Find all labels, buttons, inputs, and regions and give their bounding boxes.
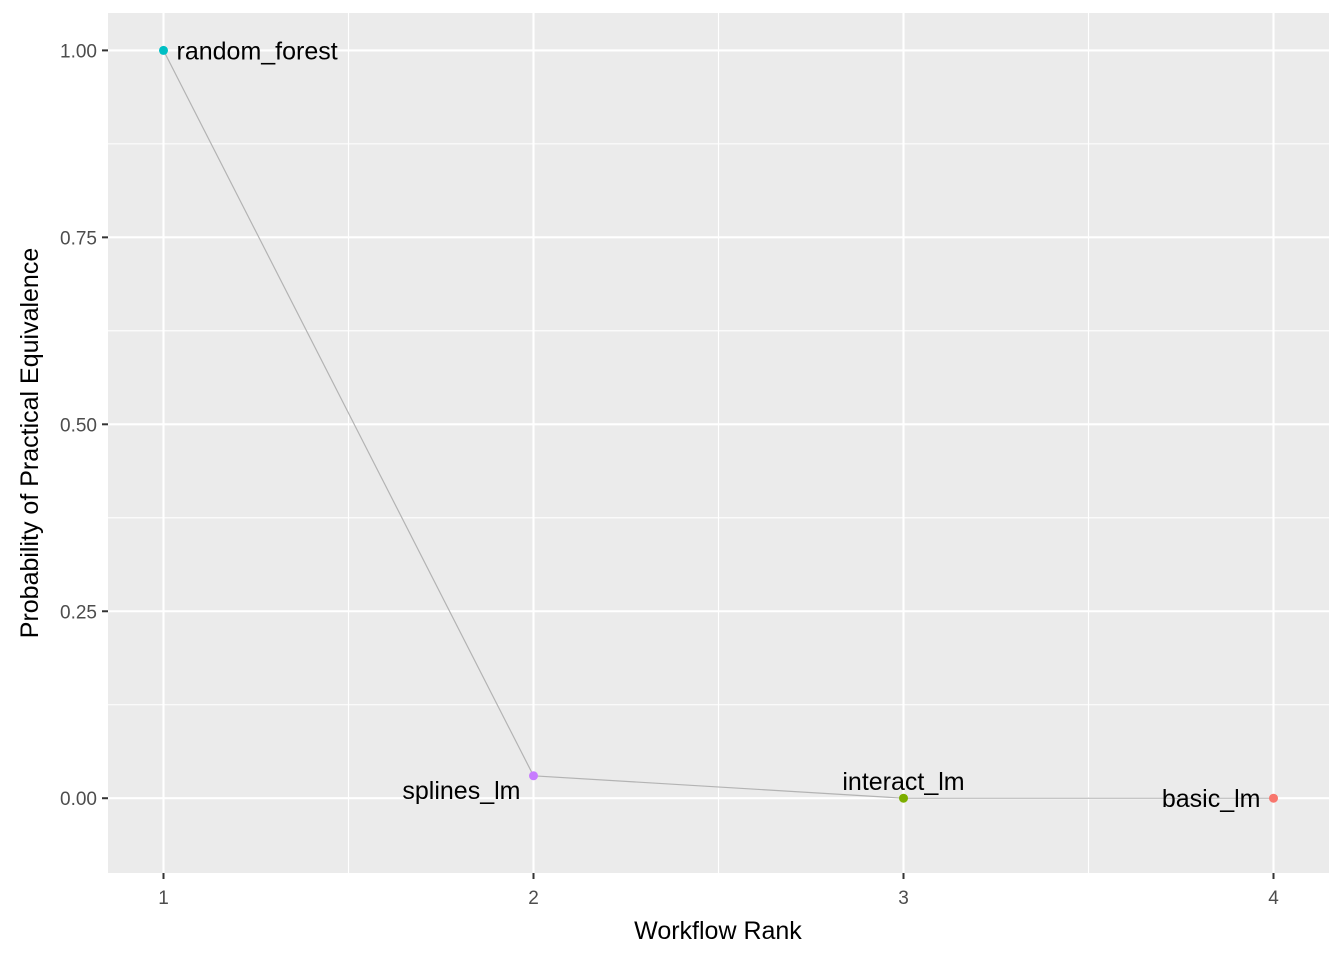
y-tick-label: 0.00 — [60, 789, 97, 810]
x-tick-label: 2 — [528, 888, 539, 909]
data-point-basic-lm — [1269, 793, 1278, 803]
data-point-splines-lm — [529, 771, 538, 781]
x-tick-label: 3 — [898, 888, 909, 909]
x-tick-label: 1 — [158, 888, 169, 909]
axis-layer: 0.00 0.25 0.50 0.75 1.00 1 2 3 4 — [60, 41, 1279, 909]
y-tick-label: 0.50 — [60, 415, 97, 436]
point-label: basic_lm — [1162, 785, 1261, 813]
point-label: splines_lm — [402, 777, 520, 805]
point-label: random_forest — [177, 37, 338, 65]
label-layer: random_forest splines_lm interact_lm basic_… — [177, 37, 1261, 813]
y-tick-label: 0.25 — [60, 602, 97, 623]
data-point-random-forest — [159, 45, 168, 55]
point-label: interact_lm — [842, 768, 964, 796]
x-tick-label: 4 — [1268, 888, 1279, 909]
y-tick-label: 1.00 — [60, 41, 97, 62]
grid-layer — [108, 13, 1329, 873]
y-tick-label: 0.75 — [60, 228, 97, 249]
y-axis-title: Probability of Practical Equivalence — [16, 248, 44, 638]
series-line — [162, 50, 1274, 799]
x-axis-title: Workflow Rank — [634, 917, 802, 945]
data-point-interact-lm — [899, 793, 908, 803]
series-layer — [159, 45, 1278, 803]
